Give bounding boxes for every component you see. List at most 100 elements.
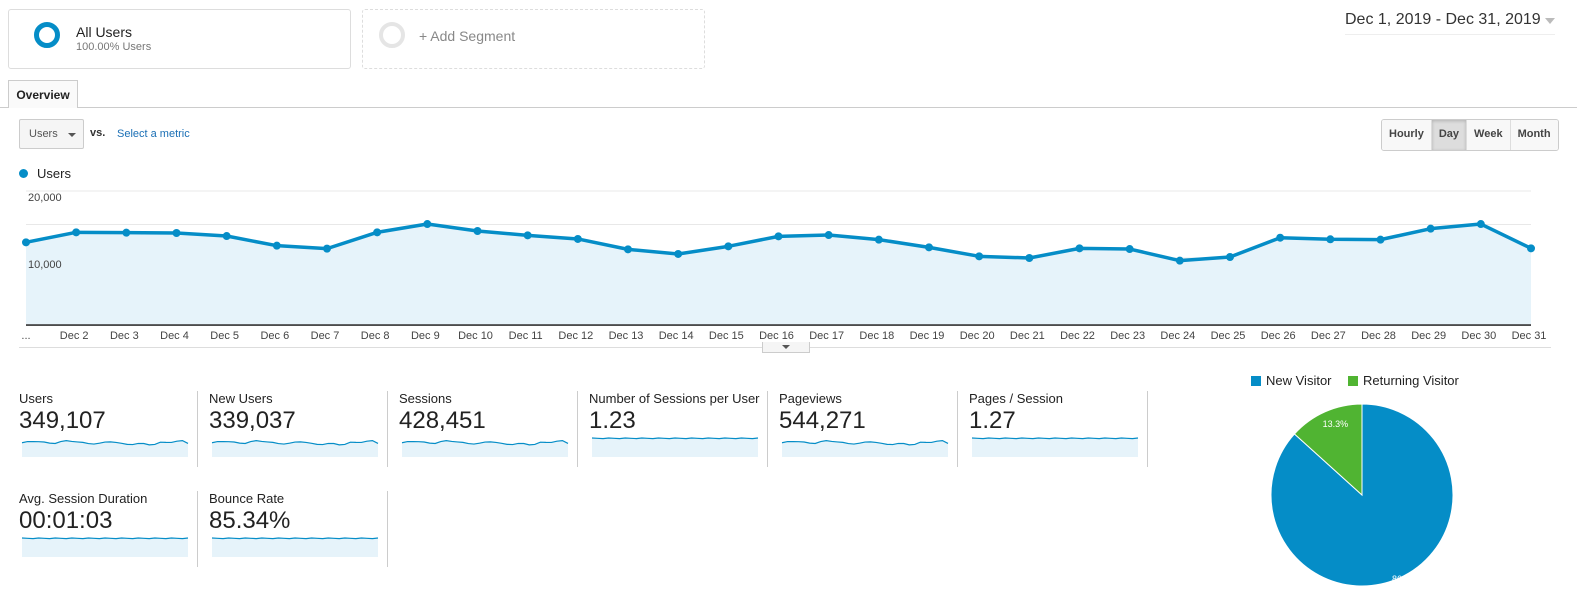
x-tick-label: Dec 3: [109, 330, 139, 342]
visitor-type-pie-chart: 86.7% 13.3%: [1270, 403, 1454, 587]
sparkline-line: [781, 440, 949, 446]
metric-divider: [767, 391, 768, 467]
y-tick-label: 20,000: [28, 192, 62, 204]
x-tick-label: Dec 20: [959, 330, 995, 342]
data-point-Dec-27: [1326, 235, 1335, 244]
x-tick-label: Dec 5: [210, 330, 240, 342]
day-button[interactable]: Day: [1430, 120, 1467, 150]
data-point-Dec-30: [1476, 220, 1485, 229]
sparkline: [21, 537, 189, 557]
data-point-Dec-24: [1175, 256, 1184, 265]
x-tick-label: Dec 24: [1160, 330, 1196, 342]
week-button[interactable]: Week: [1466, 120, 1510, 150]
segment-all-users[interactable]: All Users 100.00% Users: [8, 9, 351, 69]
x-tick-label: Dec 18: [859, 330, 895, 342]
x-tick-label: Dec 2: [59, 330, 89, 342]
sparkline-line: [401, 440, 569, 446]
metric-bounce-rate: Bounce Rate 85.34%: [209, 491, 399, 567]
x-tick-label: Dec 19: [909, 330, 945, 342]
x-tick-label: Dec 4: [160, 330, 189, 342]
data-point-Dec-22: [1075, 244, 1084, 253]
data-point-Dec-9: [423, 220, 432, 229]
x-tick-label: Dec 11: [508, 330, 543, 342]
sparkline-fill: [592, 438, 758, 457]
collapse-chart-handle[interactable]: [762, 342, 810, 353]
pie-legend-label: New Visitor: [1266, 373, 1332, 388]
sparkline-line: [591, 437, 759, 440]
x-tick-label: Dec 22: [1060, 330, 1095, 342]
sparkline: [21, 440, 189, 457]
data-point-Dec-4: [172, 229, 181, 238]
sparkline: [971, 437, 1139, 457]
data-point-Dec-10: [473, 226, 482, 235]
add-segment-button[interactable]: + Add Segment: [362, 9, 705, 69]
metric-label: Pages / Session: [969, 391, 1063, 406]
hourly-button[interactable]: Hourly: [1382, 120, 1431, 150]
granularity-toggle: Hourly Day Week Month: [1381, 119, 1559, 151]
data-point-Dec-18: [874, 235, 883, 244]
metric-dropdown-value: Users: [29, 128, 58, 140]
metric-pages-session: Pages / Session 1.27: [969, 391, 1159, 467]
tab-divider: [0, 107, 1577, 108]
segment-ring-icon: [34, 22, 60, 48]
pie-legend-label: Returning Visitor: [1363, 373, 1459, 388]
data-point--: [22, 238, 30, 247]
users-line-chart: [22, 190, 1535, 326]
x-tick-label: Dec 14: [658, 330, 694, 342]
data-point-Dec-19: [925, 243, 933, 252]
metric-value: 1.23: [589, 407, 636, 434]
metric-sessions: Sessions 428,451: [399, 391, 589, 467]
segment-subtitle: 100.00% Users: [76, 41, 152, 53]
data-point-Dec-31: [1527, 244, 1535, 253]
date-range-picker[interactable]: Dec 1, 2019 - Dec 31, 2019: [1345, 11, 1555, 35]
data-point-Dec-23: [1125, 245, 1134, 254]
metric-users: Users 349,107: [19, 391, 209, 467]
x-tick-label: Dec 21: [1009, 330, 1045, 342]
metric-value: 1.27: [969, 407, 1016, 434]
legend-swatch-icon: [1251, 376, 1261, 386]
x-tick-label: Dec 17: [809, 330, 845, 342]
sparkline-line: [971, 437, 1139, 440]
data-point-Dec-2: [72, 228, 81, 237]
date-range-label: Dec 1, 2019 - Dec 31, 2019: [1345, 11, 1541, 28]
x-tick-label: Dec 28: [1361, 330, 1396, 342]
metric-value: 428,451: [399, 407, 486, 434]
sparkline-line: [21, 440, 189, 446]
month-button[interactable]: Month: [1509, 120, 1558, 150]
x-tick-label: Dec 26: [1260, 330, 1296, 342]
metric-dropdown[interactable]: Users: [19, 119, 84, 149]
tab-overview[interactable]: Overview: [8, 80, 78, 108]
data-point-Dec-29: [1426, 224, 1435, 233]
select-metric-link[interactable]: Select a metric: [117, 128, 190, 140]
x-tick-label: Dec 30: [1461, 330, 1497, 342]
metric-number-of-sessions-per-user: Number of Sessions per User 1.23: [589, 391, 779, 467]
chevron-down-icon: [1545, 18, 1555, 24]
empty-segment-ring-icon: [379, 22, 405, 48]
x-tick-label: Dec 7: [310, 330, 340, 342]
x-tick-label: Dec 25: [1210, 330, 1246, 342]
metric-label: Users: [19, 391, 53, 406]
data-point-Dec-16: [774, 232, 783, 241]
metric-value: 00:01:03: [19, 507, 113, 534]
x-tick-label: Dec 12: [558, 330, 594, 342]
metric-divider: [197, 391, 198, 467]
sparkline: [211, 440, 379, 457]
users-area-fill: [26, 224, 1531, 325]
data-point-Dec-21: [1025, 254, 1034, 262]
data-point-Dec-28: [1376, 235, 1385, 244]
data-point-Dec-17: [824, 231, 833, 240]
metric-label: New Users: [209, 391, 273, 406]
data-point-Dec-11: [523, 231, 532, 240]
sparkline-fill: [972, 438, 1138, 457]
vs-label: vs.: [90, 127, 106, 139]
x-tick-label: Dec 29: [1411, 330, 1447, 342]
data-point-Dec-26: [1276, 233, 1285, 242]
data-point-Dec-14: [674, 249, 683, 258]
x-tick-label: ...: [21, 330, 31, 342]
sparkline: [781, 440, 949, 457]
data-point-Dec-7: [323, 244, 331, 253]
data-point-Dec-8: [373, 228, 382, 237]
x-tick-label: Dec 9: [410, 330, 440, 342]
sparkline-line: [21, 537, 189, 540]
x-tick-label: Dec 16: [759, 330, 794, 342]
